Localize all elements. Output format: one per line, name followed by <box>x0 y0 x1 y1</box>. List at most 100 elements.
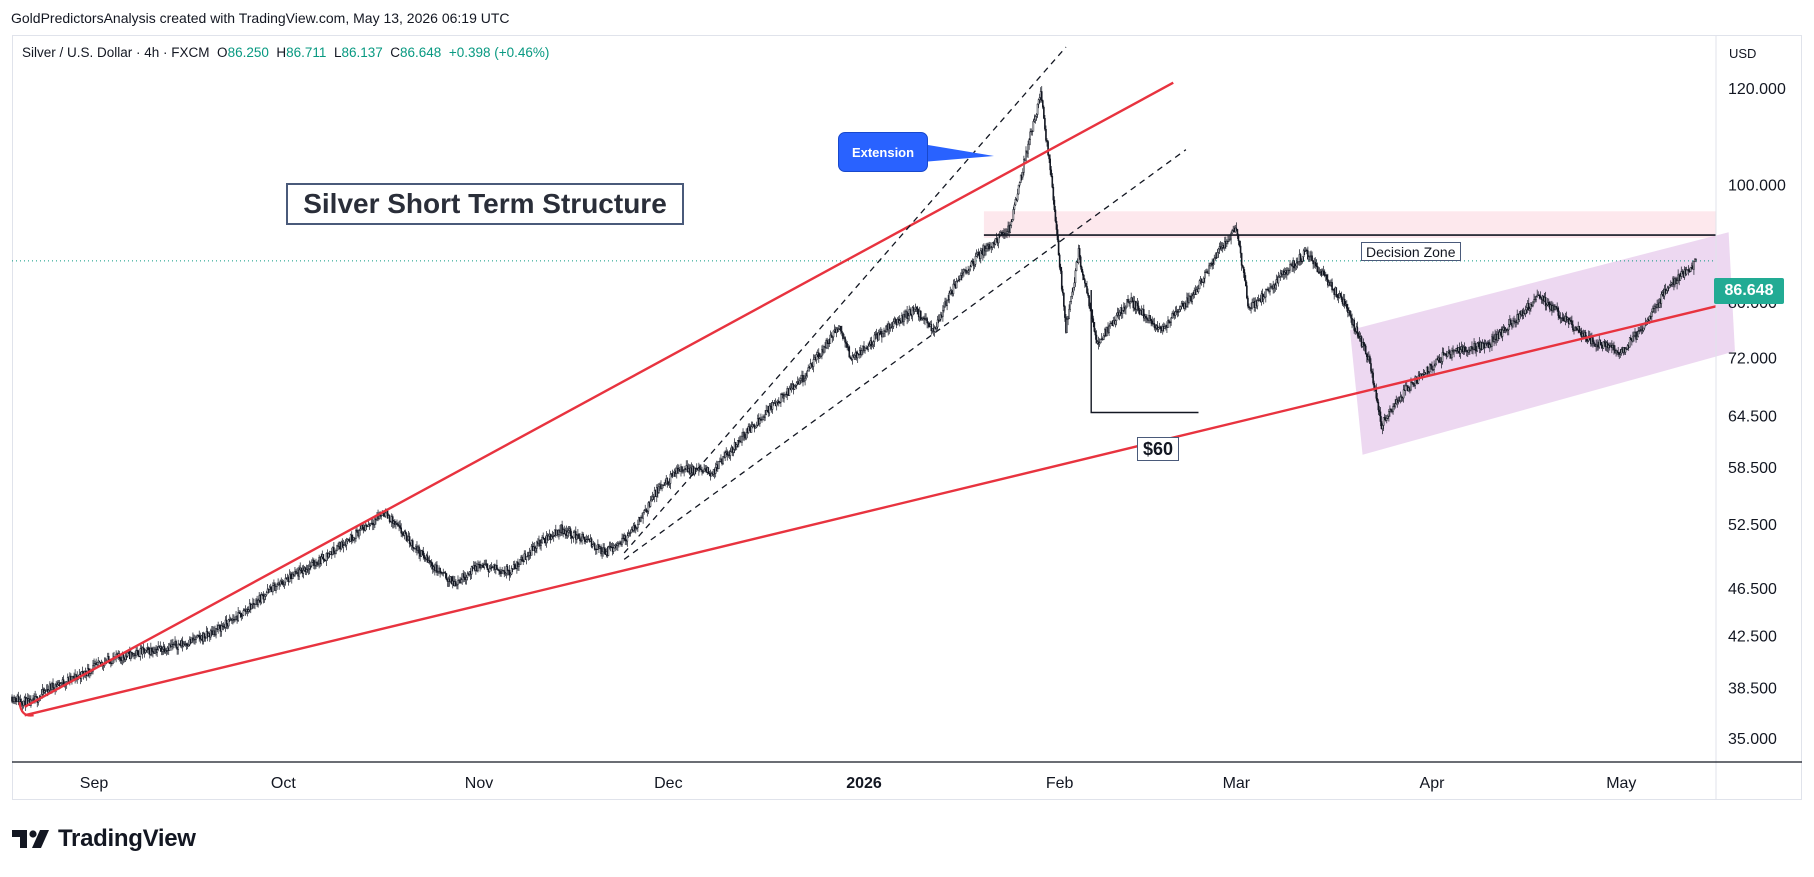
candle-body <box>456 584 458 586</box>
candle-body <box>1378 409 1381 413</box>
candle-body <box>241 615 244 617</box>
candle-body <box>400 527 402 534</box>
candle-body <box>352 539 354 541</box>
candle-body <box>535 548 537 552</box>
candle-body <box>547 535 550 541</box>
swing-low-arc <box>18 702 34 717</box>
candle-body <box>124 655 127 660</box>
candle-body <box>1085 282 1087 287</box>
candle <box>1592 336 1594 348</box>
price-tick-label: 72.000 <box>1728 351 1777 368</box>
candle <box>903 310 905 327</box>
candle <box>1019 174 1022 183</box>
candle-body <box>445 573 448 580</box>
candle <box>969 264 972 272</box>
candle-body <box>144 649 147 653</box>
candle <box>609 541 612 552</box>
candle-body <box>283 581 286 585</box>
candle-body <box>1465 350 1468 352</box>
candle-body <box>783 395 785 399</box>
candle <box>1045 125 1047 143</box>
candle-body <box>938 318 941 321</box>
candle-body <box>1600 342 1603 346</box>
candle-body <box>323 558 326 561</box>
candle-body <box>405 533 408 541</box>
candle <box>764 409 766 421</box>
candle-body <box>93 663 95 666</box>
candle-body <box>1399 396 1402 401</box>
candle-body <box>1380 421 1383 430</box>
candle-body <box>500 572 502 574</box>
candle-body <box>849 356 852 359</box>
candle-body <box>572 532 575 539</box>
candle <box>959 272 962 281</box>
candle-body <box>1236 229 1239 236</box>
candle-body <box>1231 230 1233 234</box>
candle-body <box>569 528 572 536</box>
candle-body <box>1226 240 1228 244</box>
candle-body <box>466 573 469 578</box>
candle <box>1013 202 1016 215</box>
extension-callout-pointer <box>922 144 994 162</box>
candle-body <box>602 547 604 553</box>
candle <box>317 559 319 567</box>
candle-body <box>953 283 956 286</box>
candle-body <box>260 594 263 603</box>
candle-body <box>353 537 355 541</box>
candle-body <box>650 499 653 502</box>
candle <box>1463 342 1466 355</box>
tradingview-logo[interactable]: TradingView <box>12 824 196 854</box>
candle-body <box>1362 341 1365 346</box>
currency-selector[interactable]: USD <box>1729 46 1757 61</box>
candle <box>1249 306 1251 312</box>
candle <box>926 316 928 329</box>
candle-body <box>1209 263 1211 267</box>
candle-body <box>726 451 729 456</box>
candle-body <box>682 470 684 472</box>
candle-body <box>803 380 805 383</box>
candle-body <box>1382 417 1385 426</box>
candle <box>1392 403 1394 415</box>
candle-body <box>1356 326 1359 334</box>
candle-body <box>1238 240 1241 247</box>
candle <box>1353 317 1355 334</box>
candle <box>466 571 469 581</box>
candle-body <box>815 354 818 361</box>
candle <box>955 277 958 289</box>
candle-body <box>1086 286 1088 294</box>
candle-body <box>210 630 212 638</box>
candle-body <box>298 569 300 577</box>
candle-body <box>1619 352 1622 355</box>
candle-body <box>1243 272 1246 281</box>
candle-body <box>1363 344 1366 347</box>
candle <box>1126 299 1128 308</box>
candle <box>1267 286 1269 292</box>
candle <box>636 526 638 531</box>
candle-body <box>1121 310 1124 314</box>
candle <box>1265 288 1267 303</box>
candle <box>784 393 786 397</box>
candle-body <box>1530 304 1532 309</box>
candle <box>413 547 415 553</box>
candle <box>1438 354 1441 363</box>
candle <box>1314 257 1317 269</box>
candle-body <box>939 314 942 320</box>
candle-body <box>793 385 796 390</box>
candle <box>829 330 832 344</box>
candle <box>598 543 600 553</box>
candle <box>743 431 745 442</box>
candle-body <box>1340 295 1343 300</box>
candle <box>800 374 802 384</box>
candle <box>125 652 128 661</box>
candle <box>428 555 431 565</box>
candle <box>1441 347 1444 365</box>
candle <box>1181 300 1184 307</box>
close-value: 86.648 <box>400 45 442 60</box>
candle-body <box>823 345 825 353</box>
candle-body <box>355 529 357 539</box>
dashed-channel-upper <box>623 46 1067 554</box>
candle <box>658 482 660 494</box>
candle <box>1484 339 1487 349</box>
candle <box>247 606 250 614</box>
